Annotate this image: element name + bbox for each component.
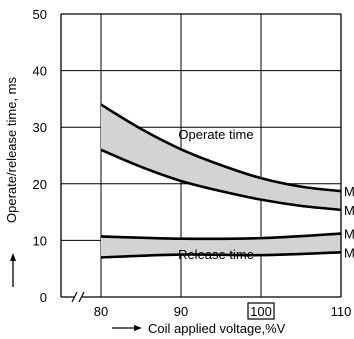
x-tick-label-80: 80 [94,304,108,319]
x-axis-arrow [112,325,142,331]
band-1-upper-line [100,232,342,241]
axis-break-mark-2 [78,291,85,303]
y-tick-label-50: 50 [33,7,47,22]
band-fill-0 [101,104,341,210]
x-axis-label: Coil applied voltage,%V [148,321,286,336]
x-tick-box-100 [247,302,275,320]
band-0-lower-end-label: M [344,203,354,218]
x-tick-label-90: 90 [174,304,188,319]
y-tick-label-10: 10 [33,233,47,248]
y-axis-label: Operate/release time, ms [4,77,19,223]
operate-time-label: Operate time [178,127,253,142]
y-tick-label-20: 20 [33,177,47,192]
band-1-lower-line [100,250,342,259]
release-time-label: Release time [178,247,254,262]
plot-frame [60,13,342,303]
y-tick-label-30: 30 [33,120,47,135]
x-tick-label-100: 100 [250,304,272,319]
band-1-lower-end-label: M [344,245,354,260]
y-tick-label-0: 0 [40,290,47,305]
y-axis-arrow [10,253,16,287]
axis-break-mark-1 [71,291,78,303]
band-0-lower-line [100,148,342,212]
x-tick-label-110: 110 [331,304,352,319]
band-0-upper-end-label: M [344,184,354,199]
tick-labels: 0 10 20 30 40 50 80 90 100 110 [33,7,352,320]
band-1-upper-end-label: M [344,227,354,242]
axis-break-gap [74,293,82,301]
band-0-upper-line [100,103,342,193]
y-tick-label-40: 40 [33,64,47,79]
